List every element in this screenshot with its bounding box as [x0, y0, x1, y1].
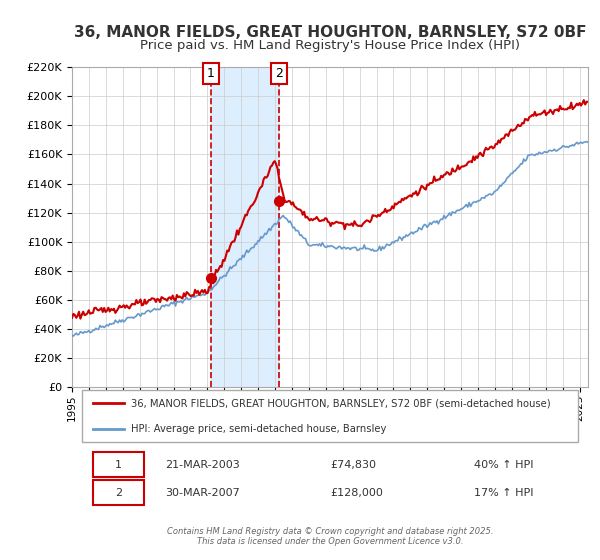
Text: 1: 1: [115, 460, 122, 469]
Text: Contains HM Land Registry data © Crown copyright and database right 2025.
This d: Contains HM Land Registry data © Crown c…: [167, 526, 493, 546]
FancyBboxPatch shape: [92, 452, 144, 477]
Text: 2: 2: [275, 67, 283, 80]
Text: 2: 2: [115, 488, 122, 498]
Text: 36, MANOR FIELDS, GREAT HOUGHTON, BARNSLEY, S72 0BF (semi-detached house): 36, MANOR FIELDS, GREAT HOUGHTON, BARNSL…: [131, 398, 551, 408]
Text: 30-MAR-2007: 30-MAR-2007: [165, 488, 239, 498]
Text: 17% ↑ HPI: 17% ↑ HPI: [475, 488, 534, 498]
Text: HPI: Average price, semi-detached house, Barnsley: HPI: Average price, semi-detached house,…: [131, 424, 387, 433]
Text: 36, MANOR FIELDS, GREAT HOUGHTON, BARNSLEY, S72 0BF: 36, MANOR FIELDS, GREAT HOUGHTON, BARNSL…: [74, 25, 586, 40]
Text: 1: 1: [207, 67, 215, 80]
Text: £128,000: £128,000: [330, 488, 383, 498]
Bar: [211, 67, 279, 387]
Text: £74,830: £74,830: [330, 460, 376, 469]
Text: 40% ↑ HPI: 40% ↑ HPI: [475, 460, 534, 469]
FancyBboxPatch shape: [82, 390, 578, 442]
Text: 21-MAR-2003: 21-MAR-2003: [165, 460, 239, 469]
Text: Price paid vs. HM Land Registry's House Price Index (HPI): Price paid vs. HM Land Registry's House …: [140, 39, 520, 52]
FancyBboxPatch shape: [92, 480, 144, 505]
